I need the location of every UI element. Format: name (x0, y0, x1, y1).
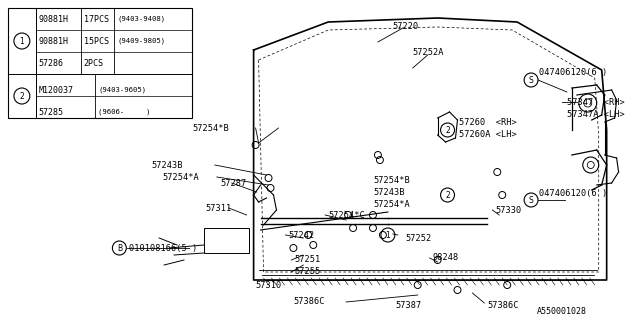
Text: 57347  <RH>: 57347 <RH> (567, 98, 625, 107)
Text: 57251: 57251 (294, 255, 321, 265)
Text: (9409-9805): (9409-9805) (117, 38, 166, 44)
Text: 1: 1 (19, 36, 24, 45)
Text: 2PCS: 2PCS (84, 59, 104, 68)
Text: (9606-     ): (9606- ) (99, 109, 151, 115)
Text: 57254*C: 57254*C (328, 211, 365, 220)
Text: 047406120(6 ): 047406120(6 ) (539, 188, 607, 197)
Text: 57260  <RH>: 57260 <RH> (460, 117, 517, 126)
Text: 57254*A: 57254*A (162, 172, 199, 181)
Text: 010108166(5 ): 010108166(5 ) (129, 244, 198, 252)
Text: 57252: 57252 (406, 234, 432, 243)
Text: 2: 2 (19, 92, 24, 100)
Text: 57386C: 57386C (487, 300, 519, 309)
Text: (9403-9605): (9403-9605) (99, 87, 147, 93)
Text: 57254*A: 57254*A (373, 199, 410, 209)
Text: 2: 2 (445, 190, 450, 199)
Text: 57255: 57255 (294, 268, 321, 276)
Text: 90881H: 90881H (39, 36, 68, 45)
Text: 57220: 57220 (393, 21, 419, 30)
Text: 1: 1 (385, 230, 390, 239)
Text: A550001028: A550001028 (537, 308, 587, 316)
Text: 15PCS: 15PCS (84, 36, 109, 45)
Text: 57243B: 57243B (151, 161, 182, 170)
Text: S: S (529, 196, 534, 204)
Text: 57260A <LH>: 57260A <LH> (460, 130, 517, 139)
Text: 2: 2 (445, 125, 450, 134)
Bar (204, 228, 248, 253)
Text: (9403-9408): (9403-9408) (117, 16, 166, 22)
Text: 57330: 57330 (495, 205, 522, 214)
Text: 98248: 98248 (433, 253, 459, 262)
Text: 57311: 57311 (206, 204, 232, 212)
Text: S: S (529, 76, 534, 84)
Text: 57386C: 57386C (293, 298, 325, 307)
Text: 57286: 57286 (39, 59, 64, 68)
Text: 57310: 57310 (255, 281, 282, 290)
Text: 57254*B: 57254*B (373, 175, 410, 185)
Text: 57387: 57387 (396, 300, 422, 309)
Text: 57243B: 57243B (373, 188, 404, 196)
Text: 17PCS: 17PCS (84, 14, 109, 23)
Text: 57285: 57285 (39, 108, 64, 116)
Text: 57252A: 57252A (413, 47, 444, 57)
Text: 90881H: 90881H (39, 14, 68, 23)
Text: 047406120(6 ): 047406120(6 ) (539, 68, 607, 76)
Text: M120037: M120037 (39, 85, 74, 94)
Text: 57287: 57287 (221, 179, 247, 188)
Text: 57254*B: 57254*B (192, 124, 228, 132)
Bar (8, 8, 192, 118)
Text: 57347A <LH>: 57347A <LH> (567, 109, 625, 118)
Text: 57242: 57242 (289, 230, 315, 239)
Text: B: B (116, 244, 122, 252)
